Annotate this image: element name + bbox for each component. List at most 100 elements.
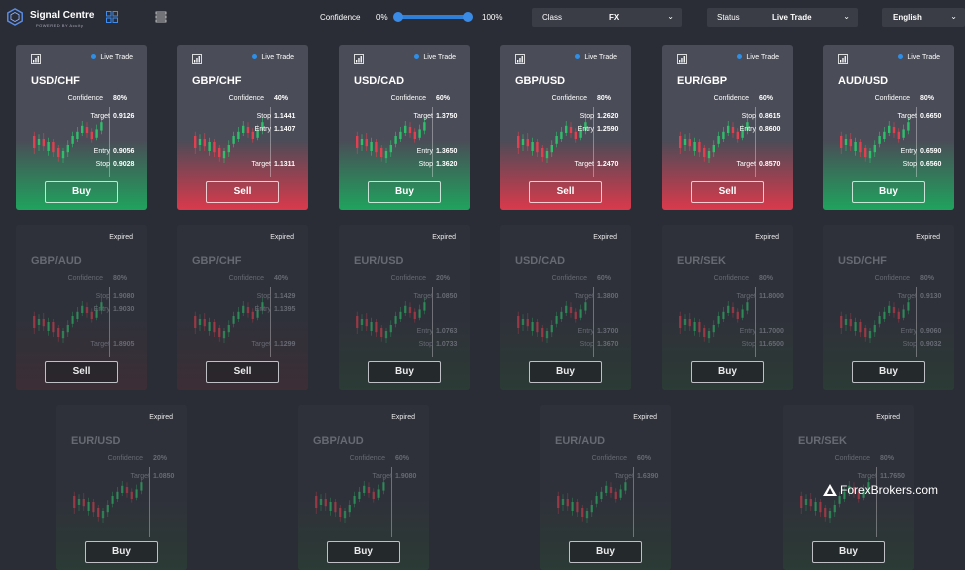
signal-card[interactable]: Expired GBP/AUD Confidence 60% Target 1.9080 B… [298, 405, 429, 570]
class-dropdown[interactable]: Class FX ⌄ [532, 8, 682, 27]
candle-body [717, 136, 720, 144]
signal-card[interactable]: Live Trade AUD/USD Confidence 80% Target 0.66… [823, 45, 954, 210]
candle-body [256, 309, 259, 318]
candle-body [377, 489, 380, 498]
signal-centre-logo[interactable]: Signal Centre POWERED BY Acuity [6, 6, 96, 30]
candle-body [857, 491, 860, 499]
sell-button[interactable]: Sell [691, 181, 764, 203]
sell-button[interactable]: Sell [529, 181, 602, 203]
signal-card[interactable]: Expired GBP/CHF Confidence 40% Stop 1.1429 Ent… [177, 225, 308, 390]
candle-body [66, 145, 69, 153]
buy-button[interactable]: Buy [45, 181, 118, 203]
buy-button[interactable]: Buy [691, 361, 764, 383]
slider-max-handle[interactable] [463, 12, 473, 22]
candle-body [569, 127, 573, 133]
candle-body [222, 331, 226, 339]
candle-body [584, 122, 587, 131]
candle-body [693, 142, 696, 151]
candle-body [541, 148, 544, 157]
buy-button[interactable]: Buy [368, 181, 441, 203]
buy-button[interactable]: Buy [812, 541, 885, 563]
price-level-label: Target [251, 341, 271, 348]
candle-body [237, 131, 240, 139]
currency-pair: EUR/SEK [798, 435, 847, 447]
candle-body [897, 311, 900, 319]
status-dropdown[interactable]: Status Live Trade ⌄ [707, 8, 858, 27]
buy-button[interactable]: Buy [529, 361, 602, 383]
confidence-value: 80% [920, 275, 935, 282]
candle-body [741, 129, 744, 138]
price-level-value: 1.3750 [436, 113, 458, 120]
candle-body [121, 485, 124, 493]
candle-body [849, 139, 852, 147]
candle-body [859, 142, 862, 153]
live-dot-icon [252, 54, 258, 59]
signal-card[interactable]: Live Trade GBP/CHF Confidence 40% Stop 1.1441… [177, 45, 308, 210]
buy-button[interactable]: Buy [327, 541, 400, 563]
sell-button[interactable]: Sell [45, 361, 118, 383]
candle-body [526, 319, 529, 327]
grid-view-icon[interactable] [106, 11, 118, 23]
price-axis-line [916, 287, 917, 357]
confidence-max-label: 100% [482, 13, 503, 22]
sell-button[interactable]: Sell [206, 181, 279, 203]
list-view-icon[interactable] [155, 11, 167, 23]
price-axis-line [916, 107, 917, 177]
status-text: Live Trade [584, 54, 617, 61]
currency-pair: EUR/GBP [677, 75, 728, 87]
candle-body [579, 309, 582, 318]
candle-body [566, 499, 569, 507]
confidence-value: 40% [274, 275, 289, 282]
confidence-label: Confidence [713, 95, 749, 102]
candle-body [683, 139, 687, 145]
signal-card[interactable]: Live Trade GBP/USD Confidence 80% Stop 1.2620… [500, 45, 631, 210]
signal-card[interactable]: Live Trade EUR/GBP Confidence 60% Stop 0.8615… [662, 45, 793, 210]
signal-card[interactable]: Expired EUR/USD Confidence 20% Target 1.0850 B… [56, 405, 187, 570]
buy-button[interactable]: Buy [85, 541, 158, 563]
candle-body [854, 322, 857, 331]
candle-body [693, 322, 696, 331]
candle-body [329, 502, 332, 511]
slider-min-handle[interactable] [393, 12, 403, 22]
confidence-filter-label: Confidence [320, 13, 361, 22]
price-level-label: Target [614, 473, 634, 480]
signal-card[interactable]: Expired EUR/AUD Confidence 60% Target 1.6390 B… [540, 405, 671, 570]
candle-body [571, 502, 574, 511]
buy-button[interactable]: Buy [569, 541, 642, 563]
signal-card[interactable]: Expired USD/CAD Confidence 60% Target 1.3800 E… [500, 225, 631, 390]
candle-body [227, 145, 230, 153]
candle-body [560, 131, 563, 139]
confidence-range-slider[interactable] [393, 12, 473, 22]
status-text: Expired [755, 234, 779, 241]
candle-body [394, 136, 397, 144]
signal-card[interactable]: Live Trade USD/CHF Confidence 80% Target 0.91… [16, 45, 147, 210]
candle-body [703, 328, 706, 337]
status-label: Expired [876, 414, 900, 421]
candle-body [246, 307, 250, 313]
candle-body [614, 491, 617, 499]
buy-button[interactable]: Buy [852, 361, 925, 383]
sell-button[interactable]: Sell [206, 361, 279, 383]
candle-body [57, 148, 60, 157]
price-chart [840, 117, 910, 163]
signal-card[interactable]: Expired GBP/AUD Confidence 80% Stop 1.9080 Ent… [16, 225, 147, 390]
language-dropdown[interactable]: English ⌄ [882, 8, 965, 27]
price-level-label: Target [90, 113, 110, 120]
signal-card[interactable]: Expired EUR/SEK Confidence 80% Target 11.8000… [662, 225, 793, 390]
price-level-label: Target [251, 161, 271, 168]
price-level-label: Entry [900, 148, 917, 155]
candle-body [517, 316, 520, 328]
live-dot-icon [737, 54, 743, 59]
candle-body [52, 322, 55, 333]
buy-button[interactable]: Buy [852, 181, 925, 203]
candle-body [868, 331, 872, 339]
signal-card[interactable]: Live Trade USD/CAD Confidence 60% Target 1.37… [339, 45, 470, 210]
signal-card[interactable]: Expired USD/CHF Confidence 80% Target 0.9130 E… [823, 225, 954, 390]
candle-body [71, 316, 74, 324]
candle-body [367, 487, 371, 493]
candle-body [37, 139, 41, 145]
price-chart [517, 117, 587, 163]
candle-body [888, 305, 891, 313]
buy-button[interactable]: Buy [368, 361, 441, 383]
signal-card[interactable]: Expired EUR/USD Confidence 20% Target 1.0850 E… [339, 225, 470, 390]
